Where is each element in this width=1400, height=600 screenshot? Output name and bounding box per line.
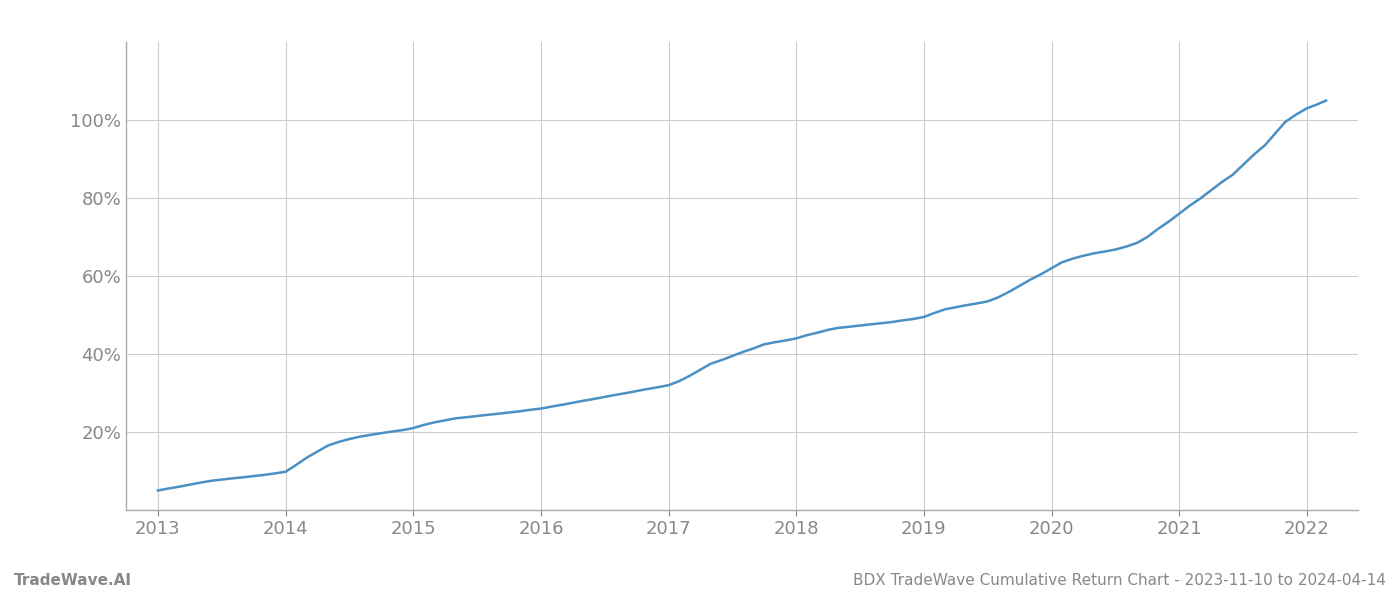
- Text: BDX TradeWave Cumulative Return Chart - 2023-11-10 to 2024-04-14: BDX TradeWave Cumulative Return Chart - …: [853, 573, 1386, 588]
- Text: TradeWave.AI: TradeWave.AI: [14, 573, 132, 588]
